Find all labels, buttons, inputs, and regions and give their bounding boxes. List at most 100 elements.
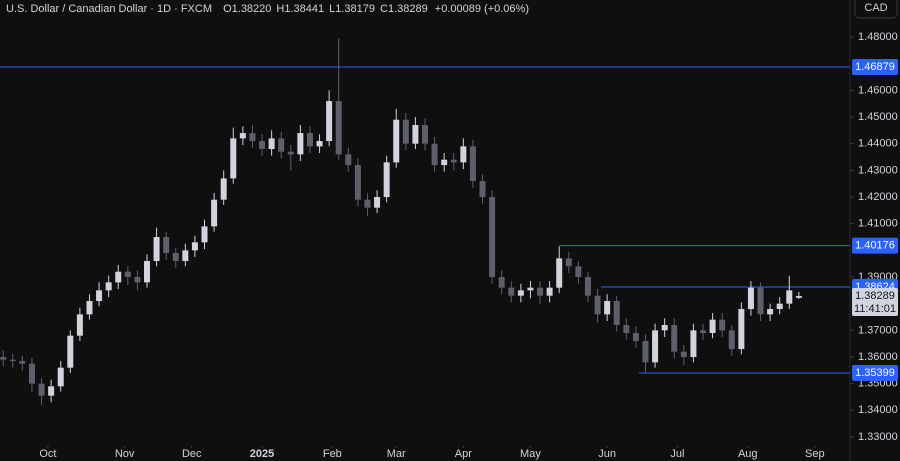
candle-body (776, 303, 783, 310)
candle-body (680, 351, 687, 358)
candle-body (239, 133, 246, 139)
candle-body (565, 258, 572, 267)
candle-body (632, 333, 639, 342)
x-tick-label: Jul (670, 448, 684, 460)
candle-body (604, 301, 611, 315)
candle-body (642, 341, 649, 363)
candle-body (201, 226, 208, 243)
y-tick-label: 1.34000 (858, 404, 898, 416)
level-tag (852, 365, 898, 382)
candle-body (719, 319, 726, 331)
candle-body (709, 319, 716, 334)
candle-body (498, 277, 505, 288)
candle-body (191, 242, 198, 251)
x-tick-label: Mar (387, 448, 406, 460)
candle-body (700, 330, 707, 334)
candle-body (556, 258, 563, 288)
countdown: 11:41:01 (854, 303, 896, 315)
candle-body (671, 325, 678, 352)
candle-body (38, 383, 45, 396)
candle-body (441, 159, 448, 166)
candle-body (0, 357, 7, 360)
candle-body (211, 199, 218, 227)
candle-body (287, 151, 294, 155)
candle-body (306, 133, 313, 147)
candle-body (594, 295, 601, 315)
currency[interactable]: CAD (864, 2, 887, 14)
candle-body (450, 159, 457, 163)
plot (0, 38, 850, 406)
level-tag (852, 237, 898, 254)
candle-body (182, 250, 189, 262)
candle-body (786, 290, 793, 304)
candle-body (19, 361, 26, 364)
ohlc-key: C (380, 3, 388, 15)
candle-body (661, 325, 668, 331)
y-tick-label: 1.33000 (858, 431, 898, 443)
ohlc-key: H (276, 3, 284, 15)
y-tick-label: 1.44000 (858, 138, 898, 150)
candle-body (67, 335, 74, 368)
candle-body (76, 314, 83, 336)
candle-body (479, 181, 486, 198)
candle-body (690, 330, 697, 358)
x-tick-label: Nov (115, 448, 135, 460)
candle-body (527, 287, 534, 291)
candle-body (172, 253, 179, 262)
candle-body (489, 197, 496, 278)
candle-body (393, 119, 400, 163)
candle-body (345, 154, 352, 166)
candle-body (537, 287, 544, 296)
x-tick-label: Jun (598, 448, 616, 460)
candle-body (652, 330, 659, 363)
candle-body (249, 133, 256, 142)
price-tags: 1.468791.401761.386241.353991.3828911:41… (852, 58, 898, 382)
ohlc: O1.38220 H1.38441 L1.38179 C1.38289 (223, 3, 428, 15)
level-label: 1.35399 (855, 367, 895, 379)
candle-body (124, 271, 131, 278)
candle-body (422, 125, 428, 144)
candle-body (259, 141, 266, 150)
candle-body (96, 290, 103, 302)
candle-body (757, 287, 764, 315)
candle-body (9, 359, 16, 362)
candle-body (220, 178, 227, 200)
candle-body (613, 301, 620, 326)
y-tick-label: 1.41000 (858, 218, 898, 230)
candle-body (326, 101, 333, 142)
level-label: 1.46879 (855, 61, 895, 73)
currency-button[interactable] (854, 0, 898, 19)
candle-body (623, 325, 630, 334)
candle-body (383, 162, 390, 198)
ohlc-value: 1.38179 (335, 3, 375, 15)
candle-body (767, 309, 774, 315)
level-tag (852, 58, 898, 75)
ohlc-key: O (223, 3, 232, 15)
candle-body (105, 282, 112, 291)
candle-body (278, 138, 285, 152)
candle-body (546, 287, 553, 296)
candle-body (460, 146, 467, 163)
x-tick-label: Apr (455, 448, 472, 460)
price-label: 1.38289 (855, 290, 895, 302)
x-tick-label: May (520, 448, 541, 460)
candle-body (316, 141, 323, 147)
x-tick-label: Sep (805, 448, 825, 460)
candle-body (86, 301, 93, 315)
level-label: 1.40176 (855, 240, 895, 252)
candle-body (517, 290, 524, 296)
y-tick-label: 1.37000 (858, 324, 898, 336)
candle-body (268, 138, 275, 150)
candle-body (431, 143, 438, 166)
candle-body (402, 119, 409, 144)
y-tick-label: 1.45000 (858, 111, 898, 123)
ohlc-value: 1.38441 (284, 3, 324, 15)
candle-body (795, 295, 802, 298)
candle-body (584, 277, 591, 296)
y-tick-label: 1.42000 (858, 191, 898, 203)
candle-body (354, 165, 361, 200)
candle-body (374, 197, 381, 208)
candle-body (747, 287, 754, 310)
